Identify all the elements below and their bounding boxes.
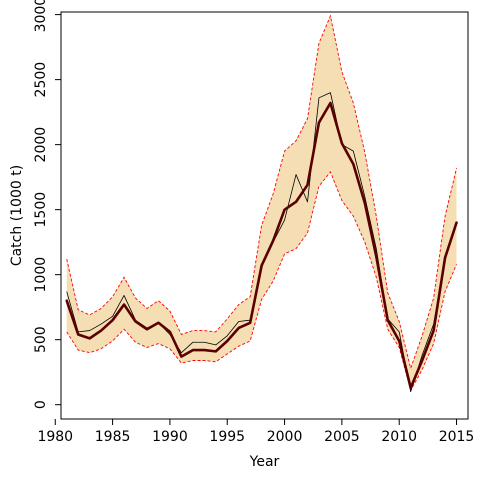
x-tick-label: 1985	[95, 429, 131, 445]
upper-bound-line	[66, 14, 457, 370]
y-tick-label: 3000	[33, 0, 49, 32]
x-tick-label: 2015	[439, 429, 475, 445]
x-tick-label: 1980	[37, 429, 73, 445]
x-tick-label: 2005	[324, 429, 360, 445]
confidence-band	[66, 15, 457, 391]
y-tick-label: 1000	[33, 257, 49, 293]
x-axis: 1980 1985 1990 1995 2000 2005 2010 2015	[37, 419, 474, 445]
plot-frame	[60, 11, 469, 420]
y-tick-label: 0	[33, 400, 49, 409]
y-tick-label: 2000	[33, 127, 49, 163]
lower-bound-line	[66, 171, 457, 392]
y-axis-title: Catch (1000 t)	[9, 165, 25, 266]
y-tick-label: 500	[33, 326, 49, 353]
estimated-catch-line	[65, 101, 458, 390]
x-tick-label: 1990	[152, 429, 188, 445]
confidence-band-group	[66, 14, 457, 392]
x-tick-label: 2010	[381, 429, 417, 445]
y-tick-label: 2500	[33, 62, 49, 98]
x-tick-label: 2000	[267, 429, 303, 445]
x-axis-title: Year	[249, 454, 280, 470]
y-tick-label: 1500	[33, 192, 49, 228]
series-lines-group	[65, 92, 458, 393]
y-axis: 0 500 1000 1500 2000 2500 3000	[33, 0, 61, 409]
x-tick-label: 1995	[209, 429, 245, 445]
